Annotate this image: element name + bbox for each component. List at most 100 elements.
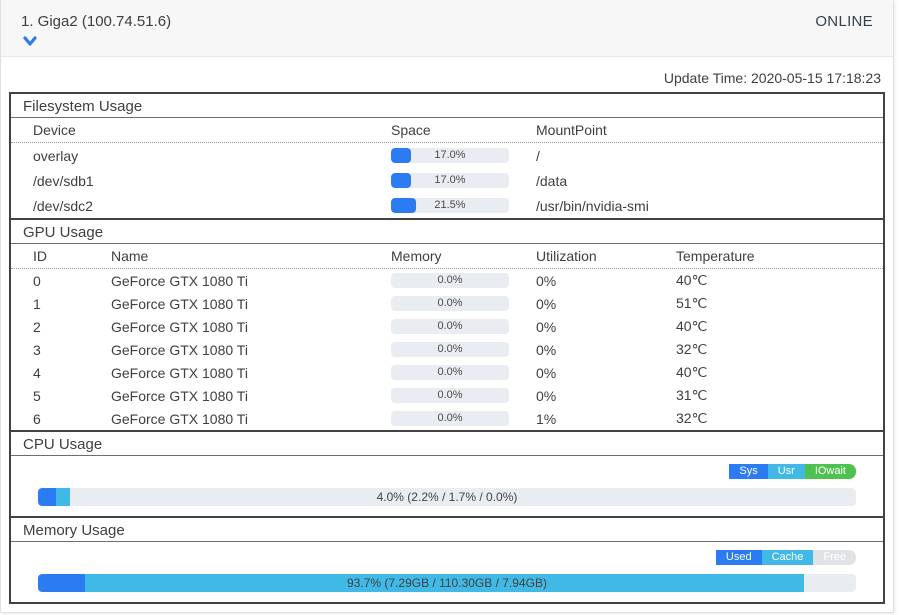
memory-progress-label: 0.0% [437,412,463,424]
filesystem-table-header: Device Space MountPoint [11,118,883,143]
memory-progress-bar: 0.0% [391,273,509,288]
status-badge: ONLINE [815,13,873,30]
table-row: overlay 17.0% / [11,143,883,168]
cpu-section-title: CPU Usage [11,432,883,456]
memory-progress-bar: 0.0% [391,319,509,334]
gpu-memory-cell: 0.0% [391,384,536,407]
space-progress-bar: 21.5% [391,198,509,213]
gpu-table-header: ID Name Memory Utilization Temperature [11,244,883,269]
gpu-temperature-cell: 51℃ [676,295,708,311]
space-progress-label: 21.5% [434,199,466,211]
gpu-id-cell: 3 [33,341,41,358]
filesystem-section: Filesystem Usage Device Space MountPoint… [11,94,883,218]
gpu-temperature-cell: 40℃ [676,272,708,288]
memory-progress-label: 0.0% [437,320,463,332]
memory-legend: Used Cache Free [38,550,856,565]
gpu-utilization-cell: 1% [536,410,557,427]
space-progress-label: 17.0% [434,174,466,186]
gpu-name-cell: GeForce GTX 1080 Ti [111,387,248,404]
server-card-header: 1. Giga2 (100.74.51.6) ONLINE [1,0,893,57]
gpu-utilization-cell: 0% [536,364,557,381]
gpu-memory-cell: 0.0% [391,407,536,430]
filesystem-table-body: overlay 17.0% / /dev/sdb1 [11,143,883,218]
memory-progress-label: 0.0% [437,274,463,286]
cpu-usr-segment [55,488,70,506]
memory-cache-segment [85,574,805,592]
table-row: 6 GeForce GTX 1080 Ti 0.0% 1% 32℃ [11,407,883,430]
update-time: Update Time: 2020-05-15 17:18:23 [663,70,881,86]
gpu-utilization-cell: 0% [536,387,557,404]
table-row: 4 GeForce GTX 1080 Ti 0.0% 0% 40℃ [11,361,883,384]
chevron-down-icon[interactable] [21,34,39,48]
gpu-id-cell: 5 [33,387,41,404]
mountpoint-cell: /data [536,172,568,189]
memory-progress-bar: 0.0% [391,388,509,403]
gpu-memory-cell: 0.0% [391,315,536,338]
gpu-utilization-cell: 0% [536,341,557,358]
gpu-temperature-cell: 40℃ [676,318,708,334]
gpu-section-title: GPU Usage [11,220,883,244]
col-id: ID [33,248,47,264]
gpu-temperature-cell: 32℃ [676,410,708,426]
gpu-temperature-cell: 40℃ [676,364,708,380]
space-cell: 17.0% [391,143,536,168]
memory-section-title: Memory Usage [11,518,883,542]
legend-item: Sys [729,464,768,479]
gpu-memory-cell: 0.0% [391,292,536,315]
col-space: Space [391,122,431,138]
table-row: 5 GeForce GTX 1080 Ti 0.0% 0% 31℃ [11,384,883,407]
col-memory: Memory [391,248,442,264]
memory-used-segment [38,574,86,592]
gpu-name-cell: GeForce GTX 1080 Ti [111,341,248,358]
gpu-id-cell: 6 [33,410,41,427]
col-mountpoint: MountPoint [536,122,607,138]
device-cell: /dev/sdb1 [33,172,94,189]
gpu-name-cell: GeForce GTX 1080 Ti [111,318,248,335]
table-row: /dev/sdc2 21.5% /usr/bin/nvidia-smi [11,193,883,218]
table-row: 2 GeForce GTX 1080 Ti 0.0% 0% 40℃ [11,315,883,338]
space-progress-bar: 17.0% [391,173,509,188]
space-cell: 17.0% [391,168,536,193]
gpu-name-cell: GeForce GTX 1080 Ti [111,410,248,427]
gpu-name-cell: GeForce GTX 1080 Ti [111,364,248,381]
col-utilization: Utilization [536,248,597,264]
cpu-section: CPU Usage Sys Usr IOwait 4.0% (2.2% / 1.… [11,430,883,516]
cpu-usage-bar: 4.0% (2.2% / 1.7% / 0.0%) [38,488,856,506]
space-progress-fill [391,198,417,213]
legend-item: Free [813,550,856,565]
col-temperature: Temperature [676,248,755,264]
memory-section: Memory Usage Used Cache Free 93.7% (7.29… [11,516,883,602]
table-row: 0 GeForce GTX 1080 Ti 0.0% 0% 40℃ [11,269,883,292]
gpu-name-cell: GeForce GTX 1080 Ti [111,295,248,312]
gpu-id-cell: 0 [33,272,41,289]
device-cell: overlay [33,147,79,164]
space-progress-bar: 17.0% [391,148,509,163]
gpu-utilization-cell: 0% [536,272,557,289]
gpu-id-cell: 4 [33,364,41,381]
gpu-id-cell: 1 [33,295,41,312]
memory-usage-label: 93.7% (7.29GB / 110.30GB / 7.94GB) [347,576,547,590]
mountpoint-cell: / [536,147,540,164]
space-cell: 21.5% [391,193,536,218]
memory-progress-label: 0.0% [437,389,463,401]
memory-progress-label: 0.0% [437,297,463,309]
table-row: 3 GeForce GTX 1080 Ti 0.0% 0% 32℃ [11,338,883,361]
legend-item: Cache [761,550,814,565]
legend-item: IOwait [804,464,856,479]
gpu-utilization-cell: 0% [536,295,557,312]
gpu-id-cell: 2 [33,318,41,335]
gpu-name-cell: GeForce GTX 1080 Ti [111,272,248,289]
table-row: /dev/sdb1 17.0% /data [11,168,883,193]
usage-sections: Filesystem Usage Device Space MountPoint… [9,92,885,604]
cpu-usage-label: 4.0% (2.2% / 1.7% / 0.0%) [376,490,518,504]
gpu-table-body: 0 GeForce GTX 1080 Ti 0.0% 0% 40℃ [11,269,883,430]
cpu-sys-segment [38,488,56,506]
cpu-legend: Sys Usr IOwait [38,464,856,479]
memory-progress-label: 0.0% [437,366,463,378]
col-name: Name [111,248,149,264]
gpu-memory-cell: 0.0% [391,361,536,384]
server-title: 1. Giga2 (100.74.51.6) [21,13,172,30]
gpu-section: GPU Usage ID Name Memory Utilization Tem… [11,218,883,430]
gpu-temperature-cell: 31℃ [676,387,708,403]
